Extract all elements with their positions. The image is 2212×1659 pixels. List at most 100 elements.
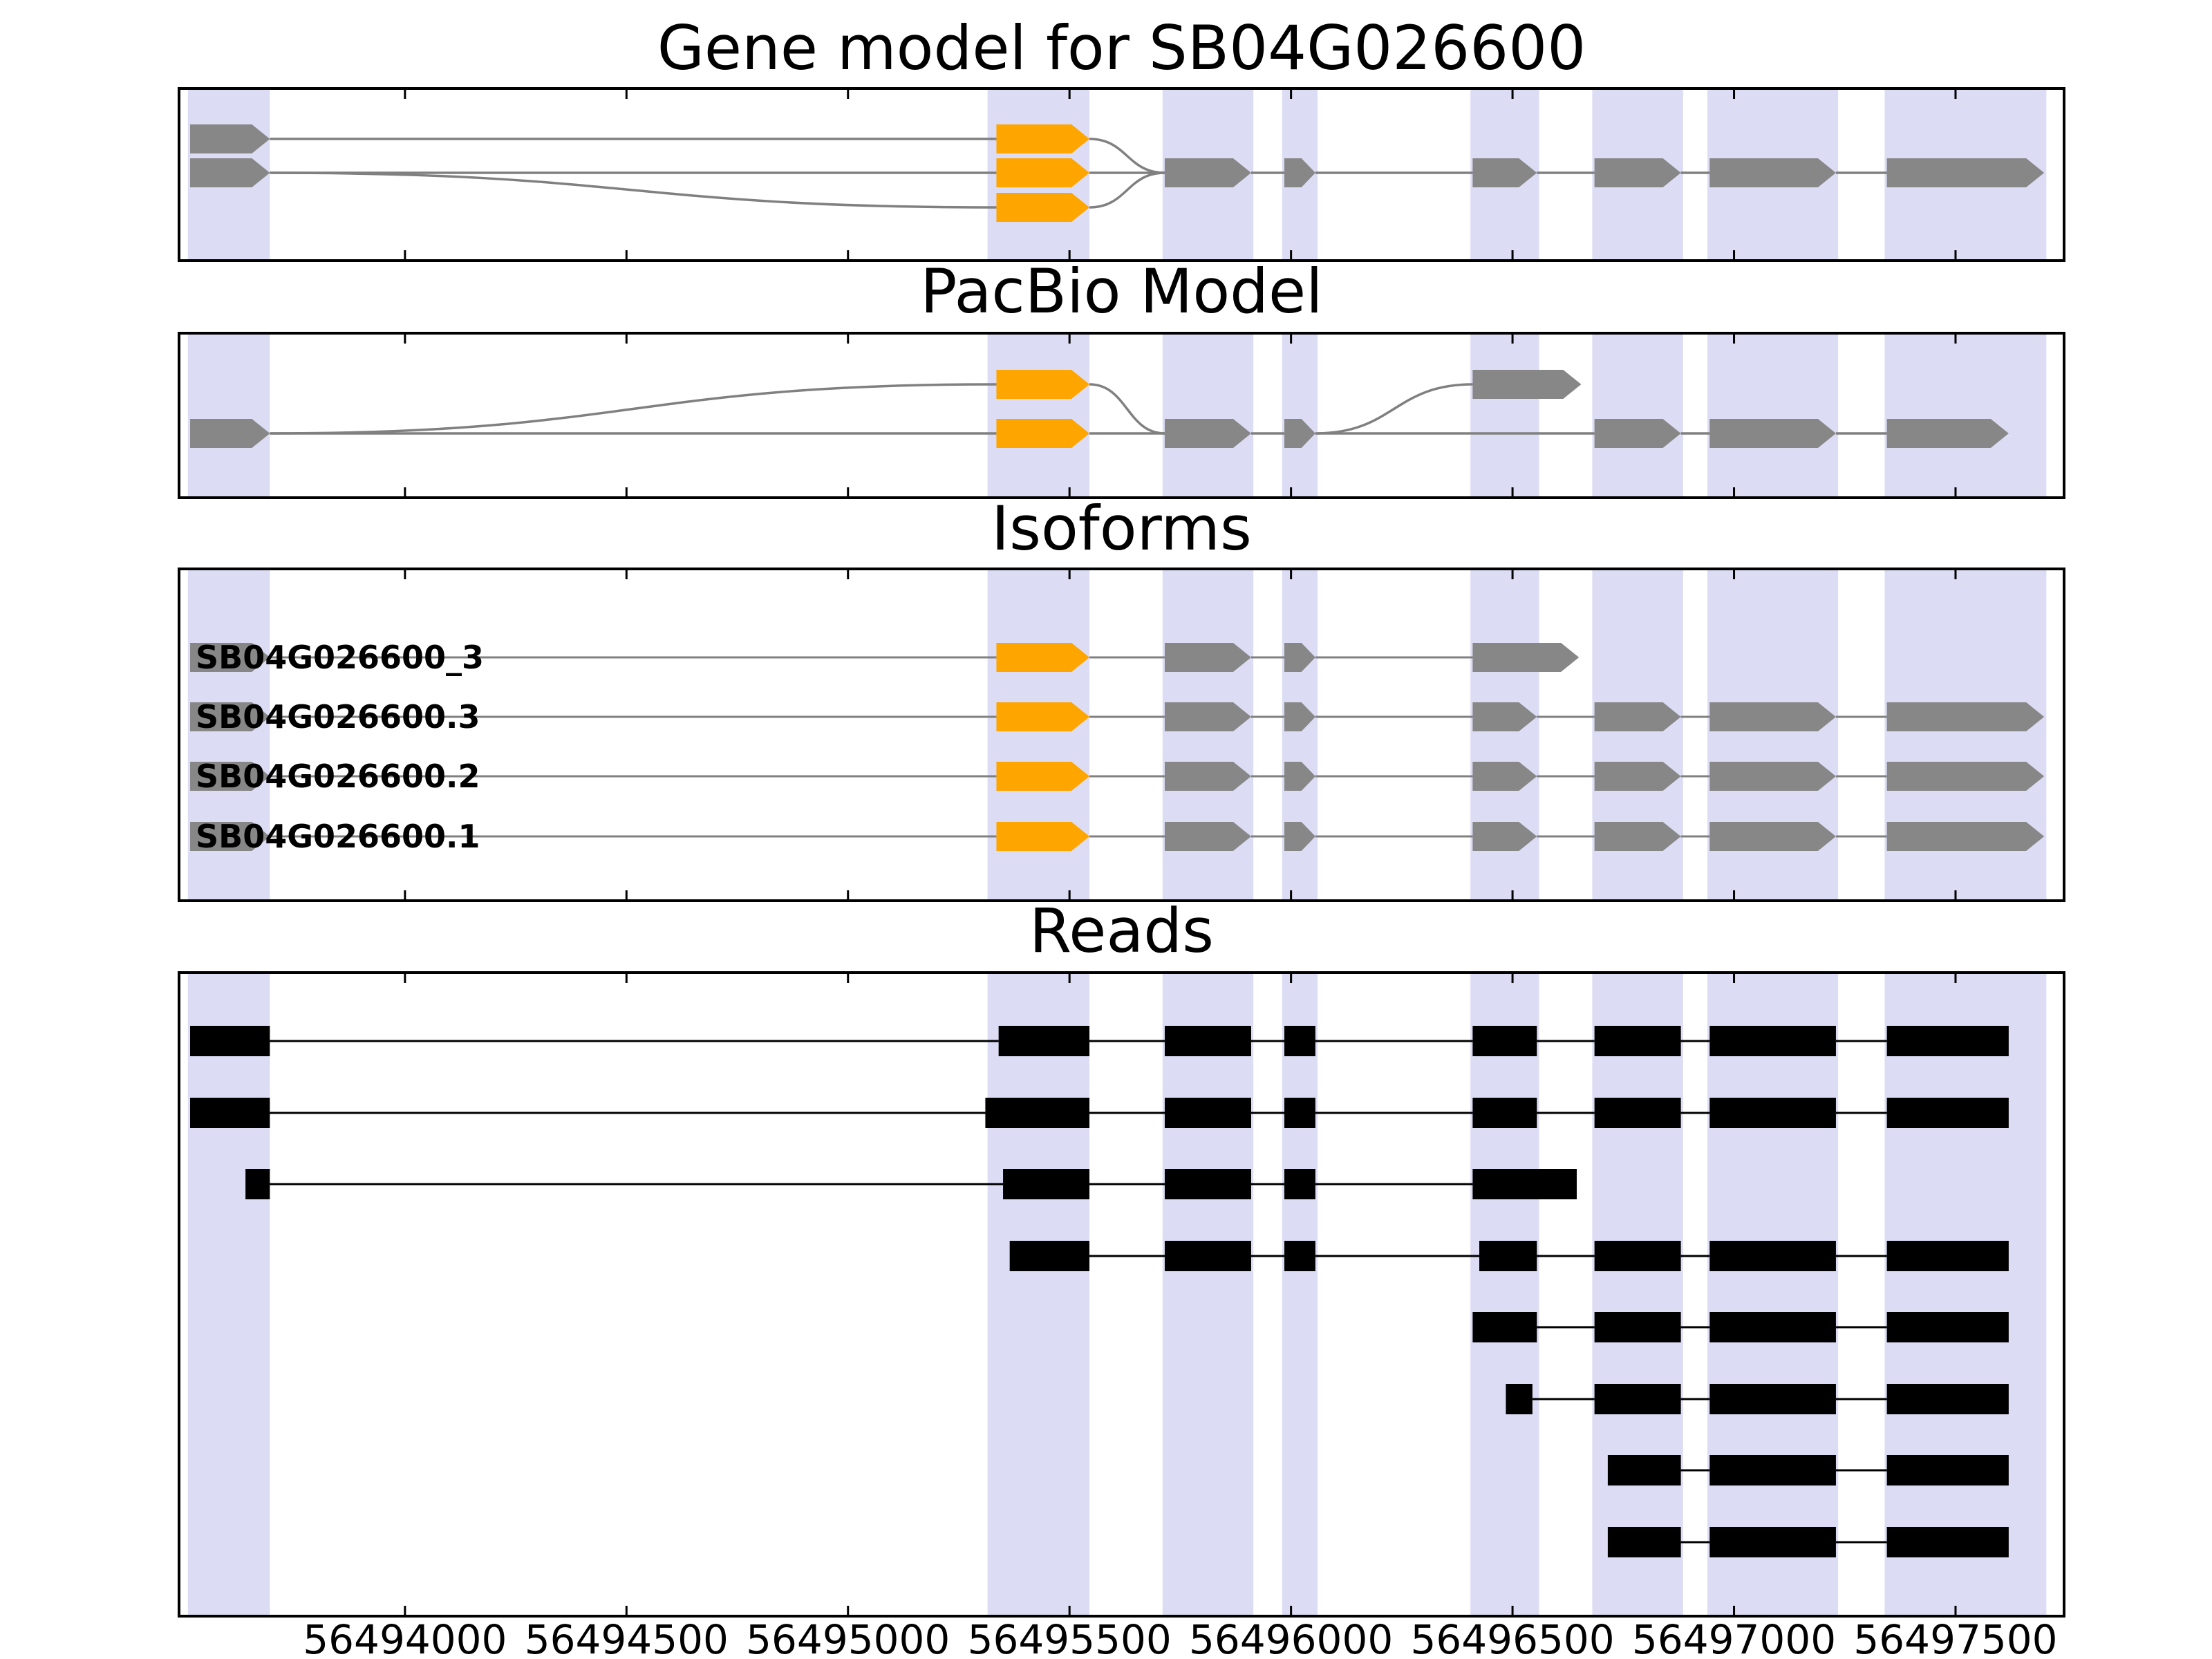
- highlight-band: [987, 973, 1090, 1616]
- read-segment: [1709, 1098, 1836, 1128]
- read-segment: [1709, 1527, 1836, 1557]
- isoform-label: SB04G026600.2: [196, 758, 480, 795]
- read-segment: [1009, 1241, 1090, 1271]
- read-segment: [1886, 1455, 2009, 1485]
- read-segment: [1164, 1241, 1251, 1271]
- exon: [996, 762, 1090, 791]
- exon: [190, 419, 270, 448]
- panel-title-isoforms: Isoforms: [991, 493, 1252, 564]
- read-segment: [1164, 1026, 1251, 1056]
- read-segment: [190, 1026, 270, 1056]
- read-segment: [1164, 1169, 1251, 1199]
- x-axis-tick-label: 56497500: [1853, 1616, 2057, 1659]
- exon: [996, 702, 1090, 731]
- exon: [1164, 822, 1251, 851]
- highlight-band: [1282, 333, 1318, 498]
- read-segment: [1709, 1384, 1836, 1414]
- read-segment: [1709, 1241, 1836, 1271]
- exon: [1472, 702, 1537, 731]
- exon: [1594, 158, 1681, 187]
- highlight-band: [1707, 973, 1839, 1616]
- panel-border: [178, 971, 2065, 1618]
- exon: [996, 124, 1090, 153]
- x-axis-tick-label: 56494500: [525, 1616, 729, 1659]
- highlight-band: [1884, 333, 2047, 498]
- read-segment: [1594, 1241, 1681, 1271]
- highlight-band: [1162, 333, 1254, 498]
- read-segment: [1594, 1312, 1681, 1342]
- exon: [1472, 762, 1537, 791]
- read-segment: [1472, 1098, 1537, 1128]
- isoform-label: SB04G026600.3: [196, 698, 480, 735]
- exon: [1594, 419, 1681, 448]
- read-segment: [1472, 1169, 1577, 1199]
- read-segment: [1594, 1384, 1681, 1414]
- highlight-band: [1470, 973, 1539, 1616]
- highlight-band: [1592, 333, 1683, 498]
- x-axis-tick-label: 56495500: [968, 1616, 1172, 1659]
- read-segment: [1607, 1527, 1681, 1557]
- x-axis-tick-label: 56497000: [1632, 1616, 1836, 1659]
- read-segment: [1284, 1169, 1315, 1199]
- highlight-band: [1162, 973, 1254, 1616]
- exon: [190, 822, 270, 851]
- exon: [1472, 158, 1537, 187]
- exon: [1472, 370, 1582, 399]
- exon: [1284, 702, 1315, 731]
- exon: [1284, 643, 1315, 672]
- read-segment: [1709, 1455, 1836, 1485]
- exon: [1709, 762, 1836, 791]
- read-segment: [1284, 1098, 1315, 1128]
- exon: [1886, 762, 2045, 791]
- exon: [996, 370, 1090, 399]
- panel-border: [178, 568, 2065, 902]
- x-axis-tick-label: 56494000: [303, 1616, 507, 1659]
- panel-border: [178, 87, 2065, 262]
- splice-connector: [1089, 383, 1165, 435]
- exon: [1886, 702, 2045, 731]
- exon: [1886, 158, 2045, 187]
- read-segment: [1003, 1169, 1090, 1199]
- exon: [1709, 822, 1836, 851]
- panel-title-pacbio-model: PacBio Model: [920, 256, 1322, 327]
- exon: [190, 643, 270, 672]
- exon: [1284, 822, 1315, 851]
- highlight-band: [1282, 973, 1318, 1616]
- x-axis-tick-label: 56496500: [1410, 1616, 1614, 1659]
- read-segment: [985, 1098, 1090, 1128]
- exon: [190, 124, 270, 153]
- x-axis-tick-label: 56495000: [746, 1616, 950, 1659]
- exon: [1709, 419, 1836, 448]
- x-axis-tick-label: 56496000: [1189, 1616, 1393, 1659]
- exon: [1594, 762, 1681, 791]
- read-segment: [1594, 1026, 1681, 1056]
- read-segment: [1506, 1384, 1533, 1414]
- panel-title-gene-model: Gene model for SB04G026600: [657, 12, 1586, 84]
- read-segment: [1284, 1026, 1315, 1056]
- exon: [190, 702, 270, 731]
- panel-pacbio-model: PacBio Model: [178, 256, 2065, 499]
- exon: [1886, 822, 2045, 851]
- exon: [1472, 643, 1580, 672]
- read-segment: [1607, 1455, 1681, 1485]
- exon: [996, 822, 1090, 851]
- read-segment: [1472, 1026, 1537, 1056]
- panel-gene-model: Gene model for SB04G026600: [178, 12, 2065, 262]
- exon: [1594, 822, 1681, 851]
- exon: [996, 193, 1090, 222]
- panel-title-reads: Reads: [1029, 895, 1214, 966]
- read-segment: [1479, 1241, 1537, 1271]
- exon: [1164, 643, 1251, 672]
- exon: [996, 643, 1090, 672]
- exon: [1709, 702, 1836, 731]
- read-segment: [1472, 1312, 1537, 1342]
- splice-connector: [270, 383, 997, 435]
- splice-connector: [1089, 171, 1165, 209]
- read-segment: [1284, 1241, 1315, 1271]
- read-segment: [1886, 1384, 2009, 1414]
- exon: [1164, 762, 1251, 791]
- panel-isoforms: SB04G026600_3 SB04G026600.3 SB04G026600.2 S…: [178, 493, 2065, 902]
- read-segment: [1164, 1098, 1251, 1128]
- panel-border: [178, 332, 2065, 499]
